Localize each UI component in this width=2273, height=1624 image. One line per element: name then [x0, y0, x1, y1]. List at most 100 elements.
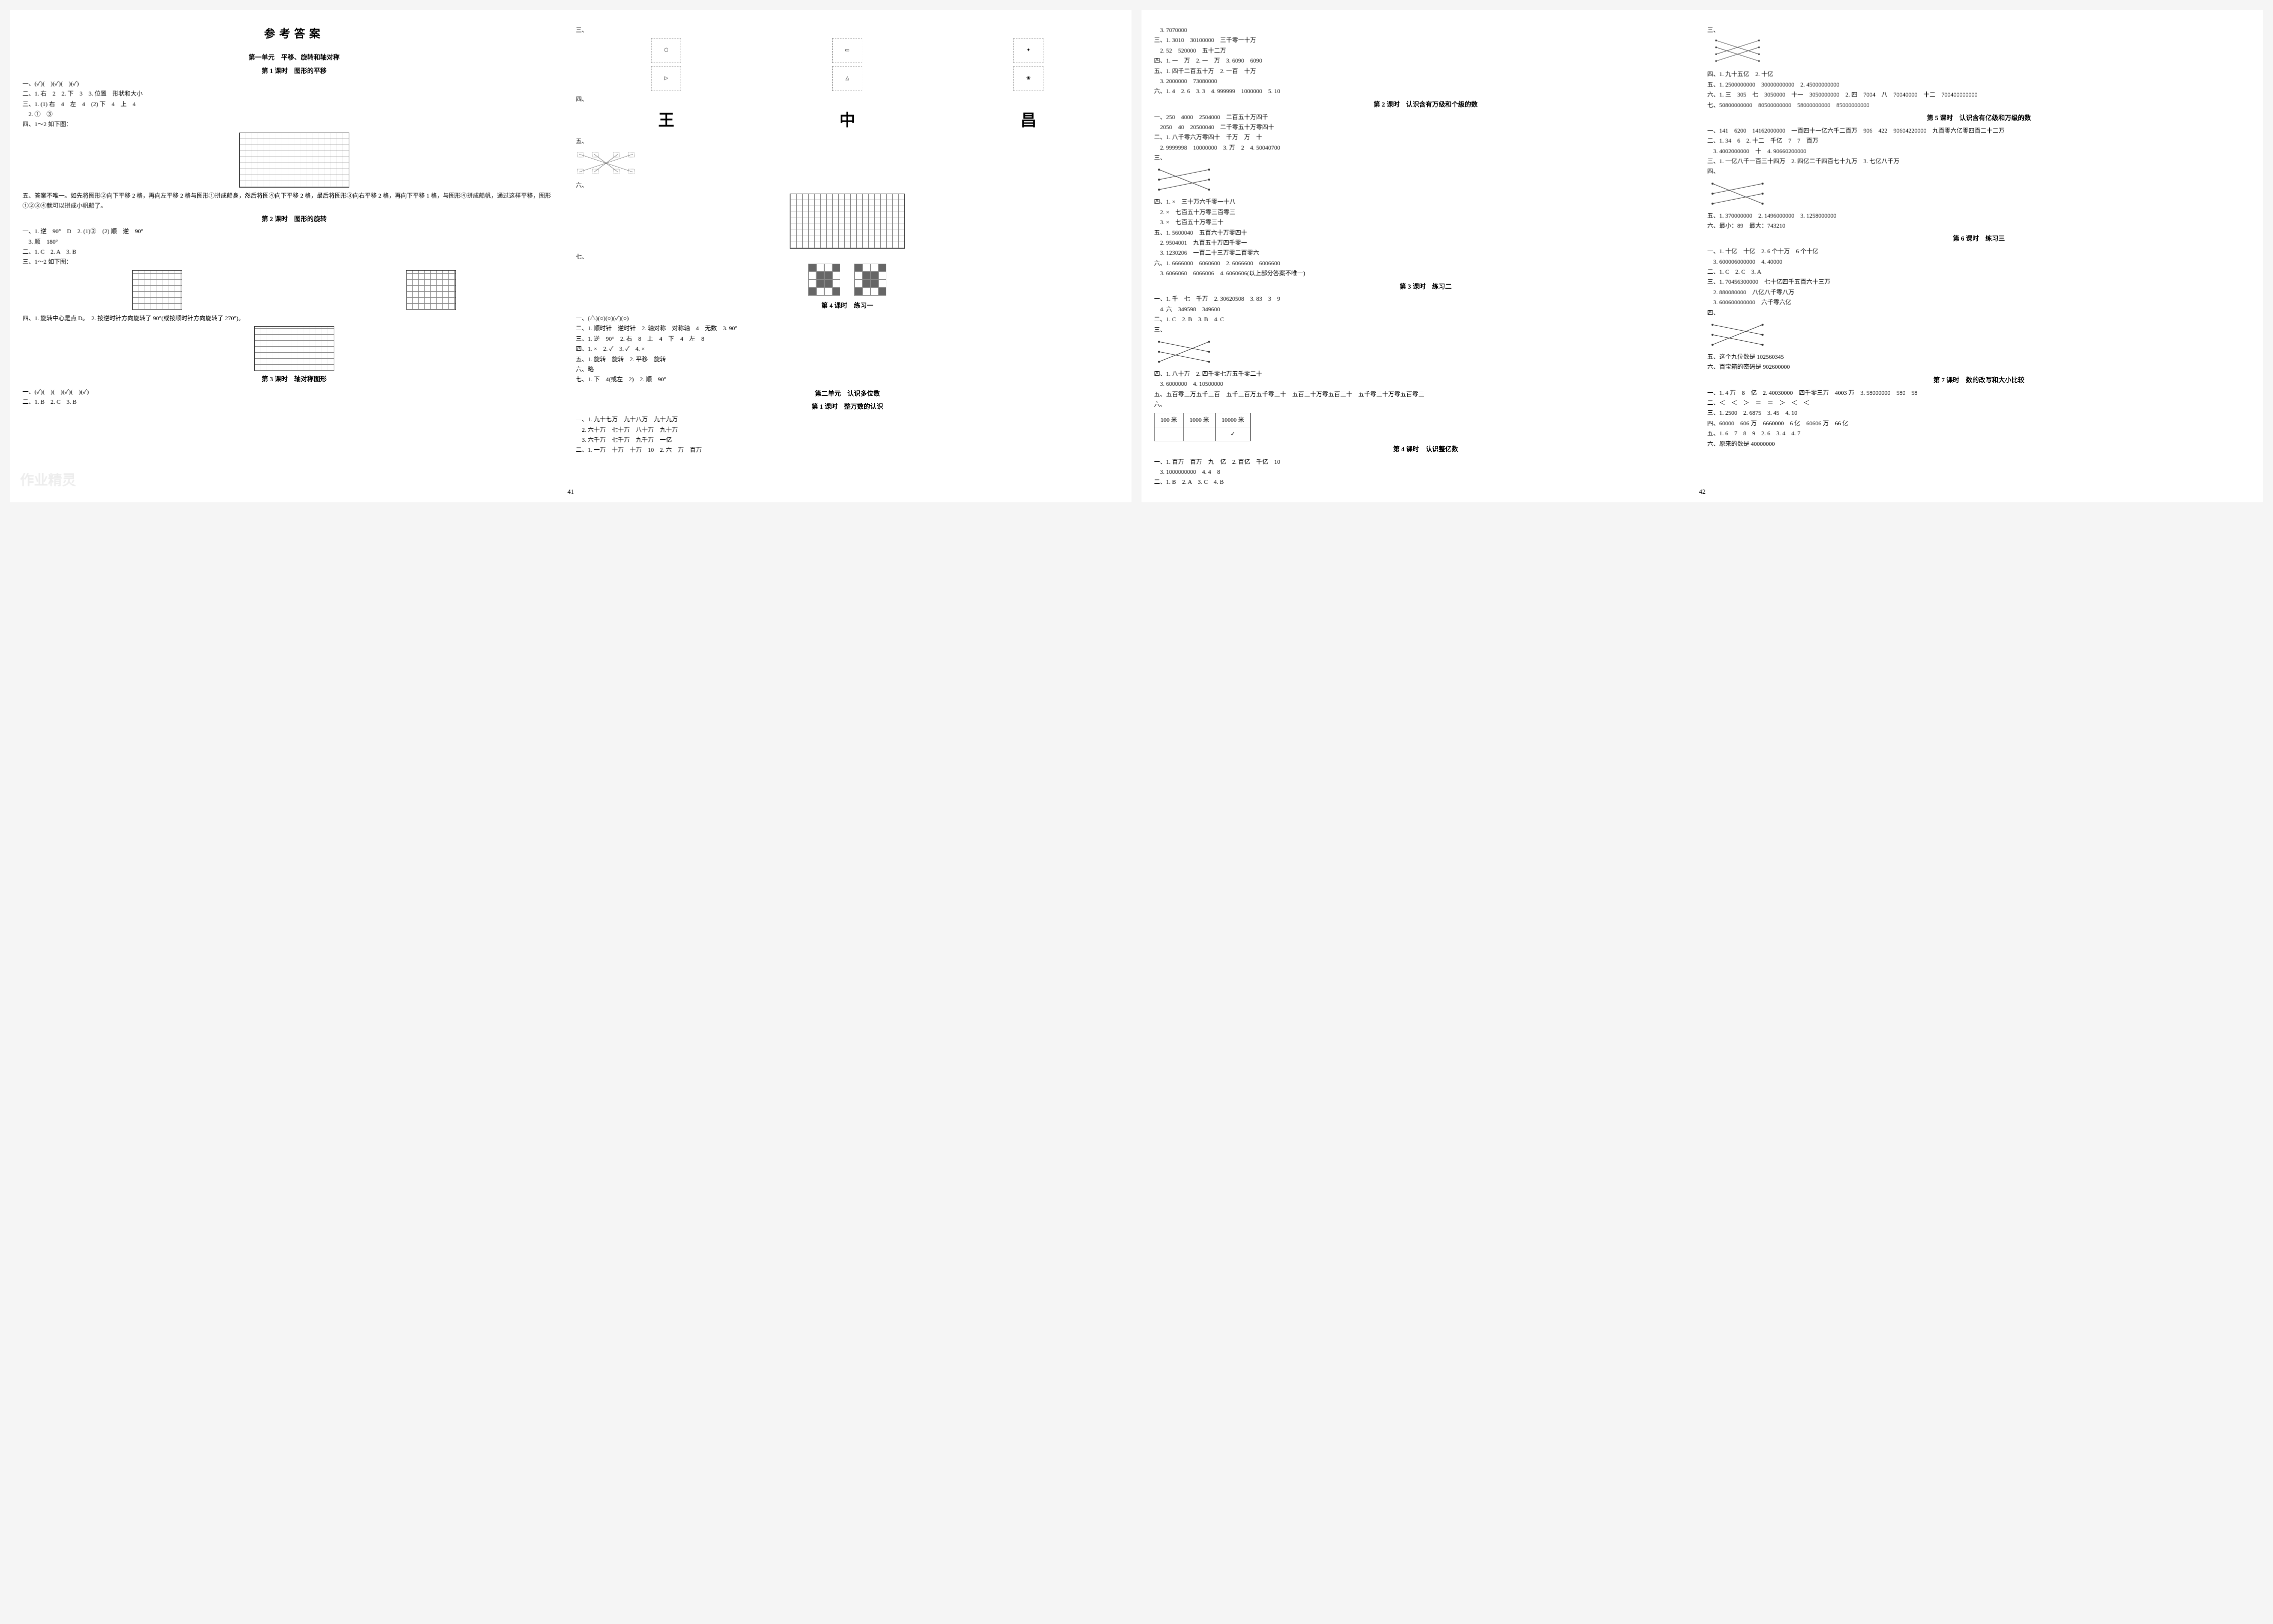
matching-diagram [1708, 37, 1768, 67]
u2-lesson3-title: 第 3 课时 练习二 [1154, 282, 1697, 292]
u2-lesson1-title: 第 1 课时 整万数的认识 [576, 402, 1119, 412]
page1-col2: 三、 ⬡ ▭ ✦ ▷ △ ❀ 四、 王 中 昌 五、 [576, 25, 1119, 487]
answer-line: 四、1. 九十五亿 2. 十亿 [1708, 69, 2251, 79]
answer-line: 二、1. C 2. A 3. B [23, 247, 566, 257]
answer-line: 一、250 4000 2504000 二百五十万四千 [1154, 112, 1697, 122]
lesson4-title: 第 4 课时 练习一 [576, 301, 1119, 311]
answer-line: 一、141 6200 14162000000 一百四十一亿六千二百万 906 4… [1708, 126, 2251, 136]
answer-line: 3. 2000000 73080000 [1154, 76, 1697, 86]
shape-icon: ▷ [651, 66, 681, 91]
shape-icon: ❀ [1013, 66, 1043, 91]
answer-line: 3. 1230206 一百二十三万零二百零六 [1154, 248, 1697, 258]
lesson1-title: 第 1 课时 图形的平移 [23, 66, 566, 77]
answer-line: 3. 顺 180° [23, 237, 566, 247]
answer-line: 三、 [1154, 325, 1697, 335]
char: 昌 [1020, 108, 1036, 133]
answer-line: 二、1. C 2. B 3. B 4. C [1154, 314, 1697, 324]
answer-line: 2. 52 520000 五十二万 [1154, 46, 1697, 56]
section-label: 六、 [576, 180, 1119, 190]
section-label: 七、 [576, 252, 1119, 262]
grid-figure [406, 270, 456, 310]
answer-line: 一、(✓)( )(✓)( )(✓) [23, 79, 566, 89]
answer-line: 2. 9504001 九百五十万四千零一 [1154, 238, 1697, 248]
answer-line: 2. ① ③ [23, 109, 566, 119]
answer-line: 三、 [1154, 153, 1697, 163]
answer-line: 四、60000 606 万 6660000 6 亿 60606 万 66 亿 [1708, 418, 2251, 428]
answer-line: 二、1. 34 6 2. 十二 千亿 7 7 百万 [1708, 136, 2251, 146]
shape-row: ⬡ ▭ ✦ [576, 38, 1119, 63]
answer-line: 2050 40 20500040 二千零五十万零四十 [1154, 122, 1697, 132]
unit1-title: 第一单元 平移、旋转和轴对称 [23, 53, 566, 63]
answer-line: 五、1. 5600040 五百六十万零四十 [1154, 228, 1697, 238]
answer-line: 五、五百零三万五千三百 五千三百万五千零三十 五百三十万零五百三十 五千零三十万… [1154, 389, 1697, 399]
table-cell [1155, 427, 1184, 441]
char: 中 [839, 108, 855, 133]
distance-table: 100 米 1000 米 10000 米 ✓ [1154, 413, 1251, 441]
answer-line: 2. 9999998 10000000 3. 万 2 4. 50040700 [1154, 143, 1697, 153]
u2-lesson7-title: 第 7 课时 数的改写和大小比较 [1708, 375, 2251, 386]
answer-line: 二、1. 顺时针 逆时针 2. 轴对称 对称轴 4 无数 3. 90° [576, 323, 1119, 333]
section-label: 三、 [576, 25, 1119, 35]
answer-line: 3. 6066060 6066006 4. 6060606(以上部分答案不唯一) [1154, 268, 1697, 278]
answer-line: 3. 4002000000 十 4. 90660200000 [1708, 146, 2251, 156]
page-left: 参考答案 第一单元 平移、旋转和轴对称 第 1 课时 图形的平移 一、(✓)( … [10, 10, 1131, 502]
shape-icon: ▭ [832, 38, 862, 63]
answer-line: 六、1. 6666000 6060600 2. 6066600 6006600 [1154, 258, 1697, 268]
answer-line: 七、50800000000 80500000000 58000000000 85… [1708, 100, 2251, 110]
answer-line: 一、(✓)( )( )(✓)( )(✓) [23, 387, 566, 397]
checkerboard-figure [854, 264, 886, 296]
answer-line: 四、1. 一 万 2. 一 万 3. 6090 6090 [1154, 56, 1697, 66]
answer-line: 三、1. 逆 90° 2. 右 8 上 4 下 4 左 8 [576, 334, 1119, 344]
grid-figure [254, 326, 334, 371]
answer-line: 四、1. 旋转中心是点 D。 2. 按逆时针方向旋转了 90°(或按顺时针方向旋… [23, 313, 566, 323]
page-right: 3. 7070000 三、1. 3010 30100000 三千零一十万 2. … [1142, 10, 2263, 502]
u2-lesson5-title: 第 5 课时 认识含有亿级和万级的数 [1708, 113, 2251, 124]
page-number: 41 [567, 487, 574, 497]
answer-line: 二、＜ ＜ ＞ ＝ ＝ ＞ ＜ ＜ [1708, 398, 2251, 408]
u2-lesson2-title: 第 2 课时 认识含有万级和个级的数 [1154, 100, 1697, 110]
answer-line: 四、 [1708, 166, 2251, 176]
answer-line: 2. 六十万 七十万 八十万 九十万 [576, 425, 1119, 435]
answer-line: 一、1. 十亿 十亿 2. 6 个十万 6 个十亿 [1708, 246, 2251, 256]
answer-line: 五、这个九位数是 102560345 [1708, 352, 2251, 362]
answer-line: 一、1. 九十七万 九十八万 九十九万 [576, 414, 1119, 424]
u2-lesson4-title: 第 4 课时 认识整亿数 [1154, 444, 1697, 455]
grid-figure [790, 194, 905, 249]
answer-line: 二、1. B 2. C 3. B [23, 397, 566, 407]
answer-line: 4. 六 349598 349600 [1154, 304, 1697, 314]
answer-line: 2. 880080000 八亿八千零八万 [1708, 287, 2251, 297]
answer-line: 三、1. 一亿八千一百三十四万 2. 四亿二千四百七十九万 3. 七亿八千万 [1708, 156, 2251, 166]
matching-diagram [1708, 320, 1768, 350]
answer-line: 六、 [1154, 399, 1697, 409]
answer-line: 3. 6000000 4. 10500000 [1154, 379, 1697, 389]
answer-line: 三、1. 3010 30100000 三千零一十万 [1154, 35, 1697, 45]
answer-line: 一、1. 逆 90° D 2. (1)② (2) 顺 逆 90° [23, 226, 566, 236]
answer-line: 3. 600006000000 4. 40000 [1708, 257, 2251, 267]
lesson3-title: 第 3 课时 轴对称图形 [23, 374, 566, 385]
shape-row: ▷ △ ❀ [576, 66, 1119, 91]
answer-line: 六、1. 4 2. 6 3. 3 4. 999999 1000000 5. 10 [1154, 86, 1697, 96]
lesson2-title: 第 2 课时 图形的旋转 [23, 214, 566, 225]
main-title: 参考答案 [23, 25, 566, 43]
cross-diagram [576, 148, 636, 178]
answer-line: 七、1. 下 4(或左 2) 2. 顺 90° [576, 374, 1119, 384]
table-header: 10000 米 [1216, 413, 1251, 427]
table-header: 100 米 [1155, 413, 1184, 427]
answer-line: 一、(△)(○)(○)(✓)(○) [576, 313, 1119, 323]
answer-line: 3. 600600000000 六千零六亿 [1708, 297, 2251, 307]
answer-line: 二、1. 右 2 2. 下 3 3. 位置 形状和大小 [23, 89, 566, 99]
answer-line: 一、1. 百万 百万 九 亿 2. 百亿 千亿 10 [1154, 457, 1697, 467]
answer-line: 四、1. 八十万 2. 四千零七万五千零二十 [1154, 369, 1697, 379]
answer-line: 六、略 [576, 364, 1119, 374]
answer-line: 3. × 七百五十万零三十 [1154, 217, 1697, 227]
page1-col1: 参考答案 第一单元 平移、旋转和轴对称 第 1 课时 图形的平移 一、(✓)( … [23, 25, 566, 487]
table-header: 1000 米 [1184, 413, 1216, 427]
answer-line: 3. 1000000000 4. 4 8 [1154, 467, 1697, 477]
answer-line: 二、1. B 2. A 3. C 4. B [1154, 477, 1697, 487]
answer-line: 六、最小：89 最大：743210 [1708, 221, 2251, 231]
grid-figure [132, 270, 182, 310]
answer-line: 四、1. × 2. ✓ 3. ✓ 4. × [576, 344, 1119, 354]
answer-line: 三、1. 2500 2. 6875 3. 45 4. 10 [1708, 408, 2251, 418]
answer-line: 一、1. 千 七 千万 2. 30620508 3. 83 3 9 [1154, 294, 1697, 304]
char: 王 [658, 108, 674, 133]
